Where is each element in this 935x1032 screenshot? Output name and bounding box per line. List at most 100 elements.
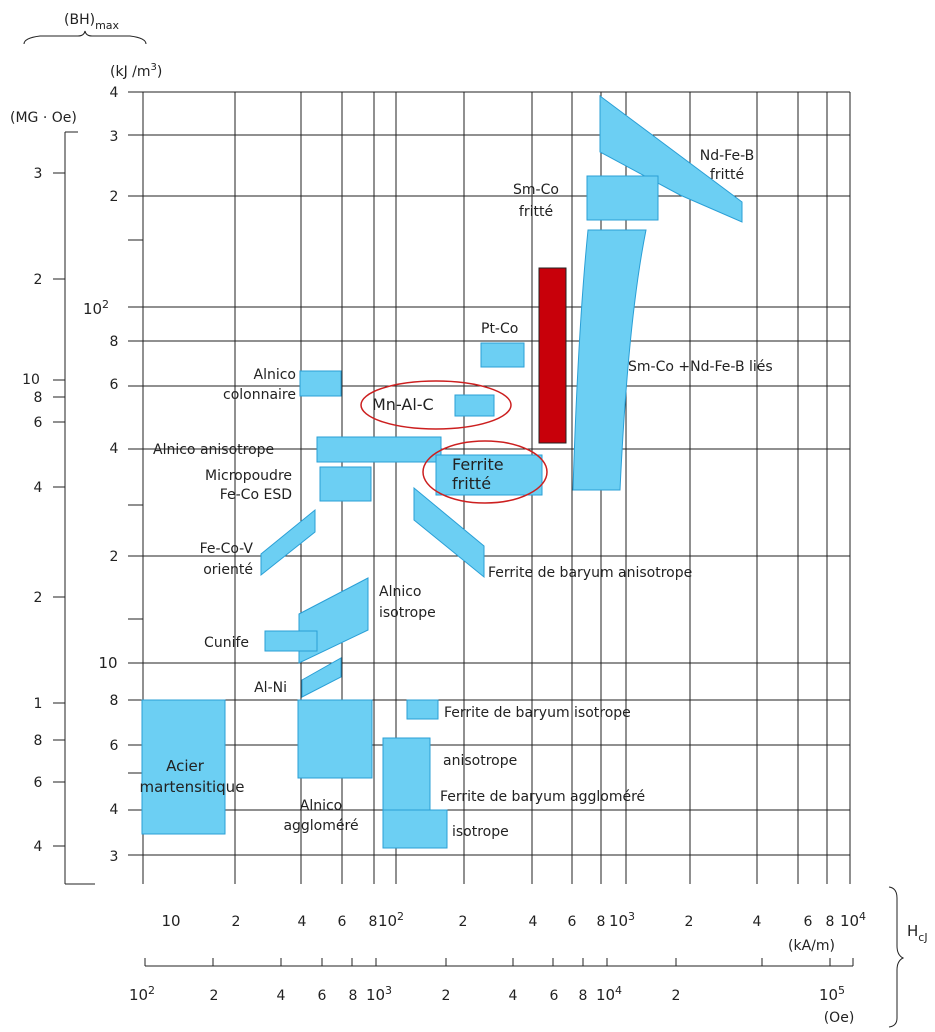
mgoe-tick: 1 xyxy=(34,696,43,712)
kj-tick: 102 xyxy=(83,298,109,318)
ka-tick: 6 xyxy=(804,914,813,930)
label-cunife: Cunife xyxy=(204,635,249,651)
kj-tick: 2 xyxy=(110,549,119,565)
hcj-brace xyxy=(888,886,905,1028)
label-ferrite-baryum-isotrope: Ferrite de baryum isotrope xyxy=(444,705,631,721)
ka-tick: 8 xyxy=(369,914,378,930)
oe-tick: 8 xyxy=(579,988,588,1004)
oe-tick-labels: 102 2 4 6 8 103 2 4 6 8 104 2 105 xyxy=(129,984,845,1004)
sm-co-nd-fe-b-lies-region xyxy=(572,229,647,491)
highlighted-material-bar xyxy=(538,267,567,444)
kj-tick: 6 xyxy=(110,377,119,393)
oe-tick: 103 xyxy=(366,984,392,1004)
ka-tick: 8 xyxy=(826,914,835,930)
kj-tick: 8 xyxy=(110,334,119,350)
oe-tick: 4 xyxy=(509,988,518,1004)
label-sm-co-nd-fe-b-lies: Sm-Co +Nd-Fe-B liés xyxy=(628,359,773,375)
pt-co-region xyxy=(480,342,525,368)
kj-tick: 8 xyxy=(110,693,119,709)
mgoe-tick-labels: 3 2 10 8 6 4 2 1 8 6 4 xyxy=(22,166,42,855)
kj-tick: 4 xyxy=(110,85,119,101)
label-fe-co-v-2: orienté xyxy=(203,562,253,578)
material-labels: Nd-Fe-B fritté Sm-Co fritté Pt-Co Sm-Co … xyxy=(140,148,773,840)
label-fe-co-v-1: Fe-Co-V xyxy=(200,541,254,557)
mgoe-tick: 10 xyxy=(22,372,40,388)
alnico-anisotrope-region xyxy=(316,436,442,463)
ferrite-fritte-region xyxy=(435,454,543,496)
kj-tick: 3 xyxy=(110,129,119,145)
ka-tick: 2 xyxy=(459,914,468,930)
ferrite-baryum-isotrope-region xyxy=(406,699,439,720)
nd-fe-b-fritte-region xyxy=(599,95,743,223)
label-alnico-agglomere-1: Alnico xyxy=(300,798,343,814)
mn-al-c-region xyxy=(454,394,495,417)
oe-axis xyxy=(144,958,854,967)
kj-unit-label: (kJ /m3) xyxy=(110,62,162,80)
mgoe-unit-label: (MG · Oe) xyxy=(10,110,77,126)
label-acier-1: Acier xyxy=(166,757,205,775)
al-ni-region xyxy=(301,657,342,698)
label-nd-fe-b: Nd-Fe-B xyxy=(700,148,754,164)
oe-tick: 102 xyxy=(129,984,155,1004)
ka-tick: 10 xyxy=(161,912,180,930)
ka-unit-label: (kA/m) xyxy=(788,938,835,954)
oe-tick: 8 xyxy=(349,988,358,1004)
ka-tick: 104 xyxy=(840,910,866,930)
ka-tick: 102 xyxy=(378,910,404,930)
label-ferrite-baryum-anisotrope: Ferrite de baryum anisotrope xyxy=(488,565,692,581)
label-nd-fe-b-fritte: fritté xyxy=(710,167,744,183)
label-ferrite-baryum-agglomere: Ferrite de baryum aggloméré xyxy=(440,789,645,805)
alnico-colonnaire-region xyxy=(299,370,342,397)
ka-tick: 4 xyxy=(298,914,307,930)
ka-tick: 4 xyxy=(529,914,538,930)
kj-tick: 10 xyxy=(98,654,117,672)
label-alnico-anisotrope: Alnico anisotrope xyxy=(153,442,274,458)
kj-tick: 4 xyxy=(110,441,119,457)
oe-tick: 6 xyxy=(550,988,559,1004)
mgoe-tick: 6 xyxy=(34,775,43,791)
label-micropoudre-2: Fe-Co ESD xyxy=(220,487,292,503)
oe-tick: 2 xyxy=(210,988,219,1004)
label-pt-co: Pt-Co xyxy=(481,321,518,337)
mgoe-tick: 6 xyxy=(34,415,43,431)
kj-tick: 3 xyxy=(110,849,119,865)
label-al-ni: Al-Ni xyxy=(254,680,287,696)
oe-tick: 104 xyxy=(596,984,622,1004)
mgoe-tick: 3 xyxy=(34,166,43,182)
mgoe-tick: 8 xyxy=(34,390,43,406)
label-isotrope: isotrope xyxy=(452,824,509,840)
ka-tick: 2 xyxy=(232,914,241,930)
main-grid xyxy=(128,91,851,884)
acier-martensitique-region xyxy=(141,699,226,835)
label-ferrite-fritte-1: Ferrite xyxy=(452,455,504,474)
kj-tick-labels: 4 3 2 102 8 6 4 2 10 8 6 4 3 xyxy=(83,85,119,865)
cunife-region xyxy=(264,630,318,652)
label-alnico-colonnaire-1: Alnico xyxy=(254,367,297,383)
alnico-agglomere-region xyxy=(297,699,373,779)
mgoe-axis xyxy=(53,131,95,885)
ka-tick: 8 xyxy=(597,914,606,930)
ferrite-baryum-anisotrope-region xyxy=(413,486,485,579)
ka-tick: 2 xyxy=(685,914,694,930)
label-alnico-isotrope-1: Alnico xyxy=(379,584,422,600)
kj-tick: 6 xyxy=(110,738,119,754)
label-ferrite-fritte-2: fritté xyxy=(452,474,491,493)
mgoe-tick: 8 xyxy=(34,733,43,749)
material-regions xyxy=(141,95,743,849)
kj-tick: 2 xyxy=(110,189,119,205)
oe-tick: 2 xyxy=(442,988,451,1004)
label-alnico-agglomere-2: aggloméré xyxy=(283,818,358,834)
mn-al-c-ellipse xyxy=(360,380,512,430)
mgoe-tick: 2 xyxy=(34,590,43,606)
ferrite-baryum-agglo-anisotrope-region xyxy=(382,737,431,811)
label-acier-2: martensitique xyxy=(140,778,245,796)
oe-tick: 6 xyxy=(318,988,327,1004)
hcj-label: HcJ xyxy=(907,922,928,944)
mgoe-tick: 4 xyxy=(34,480,43,496)
label-sm-co: Sm-Co xyxy=(513,182,559,198)
bh-max-label: (BH)max xyxy=(64,12,120,32)
fe-co-v-region xyxy=(260,508,316,577)
label-micropoudre-1: Micropoudre xyxy=(205,468,292,484)
ka-tick-labels: 10 2 4 6 8 102 2 4 6 8 103 2 4 6 8 104 xyxy=(161,910,866,930)
